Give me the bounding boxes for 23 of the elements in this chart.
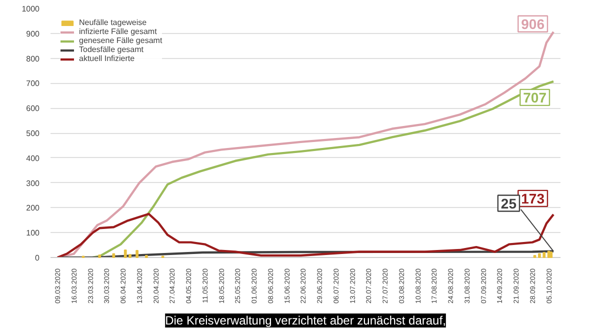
text: Die Kreisverwaltung verzichtet aber zunächst darauf,	[165, 314, 446, 328]
y-tick-label: 600	[26, 104, 40, 114]
y-tick-label: 0	[35, 254, 40, 262]
line-series	[56, 212, 555, 258]
annotation: 906	[521, 16, 545, 32]
y-tick-label: 1000	[22, 4, 40, 14]
line-series	[92, 80, 555, 258]
legend-label: aktuell Infizierte	[79, 54, 135, 63]
legend-label: infizierte Fälle gesamt	[79, 27, 157, 36]
y-tick-label: 200	[26, 204, 40, 213]
y-tick-label: 300	[26, 178, 40, 188]
legend-label: Todesfälle gesamt	[79, 45, 144, 54]
annotation: 173	[521, 190, 545, 206]
y-tick-label: 800	[26, 54, 40, 64]
legend-label: genesene Fälle gesamt	[79, 36, 162, 45]
y-tick-label: 500	[26, 129, 40, 138]
y-tick-label: 100	[26, 228, 40, 238]
y-tick-label: 400	[26, 154, 40, 163]
y-tick-label: 900	[26, 29, 40, 38]
annotation: 25	[500, 195, 517, 212]
y-tick-label: 700	[26, 79, 40, 88]
annotation: 707	[523, 89, 547, 106]
legend-label: Neufälle tageweise	[79, 18, 147, 27]
